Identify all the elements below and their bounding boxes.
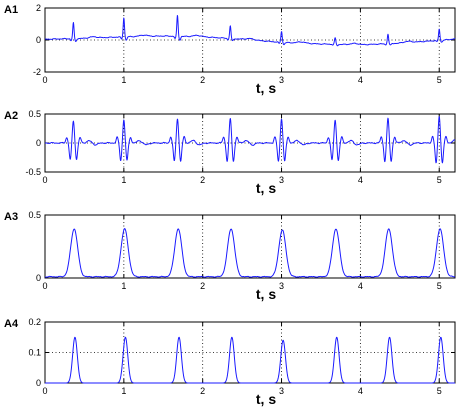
- plot-area: [44, 7, 456, 73]
- x-tick-label: 3: [279, 175, 284, 185]
- y-tick-label: 0: [36, 35, 41, 45]
- y-tick-label: 0.2: [28, 317, 41, 327]
- x-tick-label: 2: [200, 75, 205, 85]
- x-tick-label: 2: [200, 175, 205, 185]
- x-tick-label: 0: [42, 386, 47, 396]
- x-axis-label: t, s: [256, 286, 276, 302]
- x-axis-label: t, s: [256, 80, 276, 96]
- y-tick-label: 2: [36, 3, 41, 13]
- y-tick-label: -2: [33, 67, 41, 77]
- panel-label: A1: [4, 4, 18, 16]
- signal-trace: [44, 116, 456, 164]
- x-tick-label: 4: [358, 175, 363, 185]
- x-tick-label: 4: [358, 281, 363, 291]
- y-tick-label: -0.5: [25, 167, 41, 177]
- x-tick-label: 1: [121, 386, 126, 396]
- x-axis-label: t, s: [256, 391, 276, 407]
- x-tick-label: 0: [42, 75, 47, 85]
- x-tick-label: 2: [200, 386, 205, 396]
- x-tick-label: 1: [121, 75, 126, 85]
- x-tick-label: 0: [42, 281, 47, 291]
- plot-area: [44, 214, 456, 279]
- signal-trace: [44, 336, 456, 384]
- y-tick-label: 0: [36, 273, 41, 283]
- y-tick-label: 0.5: [28, 109, 41, 119]
- panel-a4: 0 1 2 3 4 5 0 0.1 0.2 A4 t, s: [4, 317, 456, 407]
- signal-trace: [44, 14, 456, 47]
- signal-trace: [44, 228, 456, 278]
- x-tick-label: 1: [121, 281, 126, 291]
- x-tick-label: 4: [358, 386, 363, 396]
- x-tick-label: 5: [437, 75, 442, 85]
- y-tick-label: 0.1: [28, 348, 41, 358]
- x-tick-label: 2: [200, 281, 205, 291]
- panel-a3: 0 1 2 3 4 5 0 0.5 A3 t, s: [4, 210, 456, 302]
- y-tick-label: 0: [36, 138, 41, 148]
- x-tick-label: 4: [358, 75, 363, 85]
- x-tick-label: 5: [437, 175, 442, 185]
- x-axis-label: t, s: [256, 180, 276, 196]
- y-tick-label: 0: [36, 378, 41, 388]
- x-tick-label: 1: [121, 175, 126, 185]
- y-tick-label: 0.5: [28, 210, 41, 220]
- x-tick-label: 5: [437, 281, 442, 291]
- x-tick-label: 0: [42, 175, 47, 185]
- x-tick-label: 3: [279, 386, 284, 396]
- x-tick-label: 5: [437, 386, 442, 396]
- panel-label: A4: [4, 318, 19, 330]
- x-tick-label: 3: [279, 75, 284, 85]
- panel-label: A2: [4, 110, 18, 122]
- x-tick-label: 3: [279, 281, 284, 291]
- panel-label: A3: [4, 211, 18, 223]
